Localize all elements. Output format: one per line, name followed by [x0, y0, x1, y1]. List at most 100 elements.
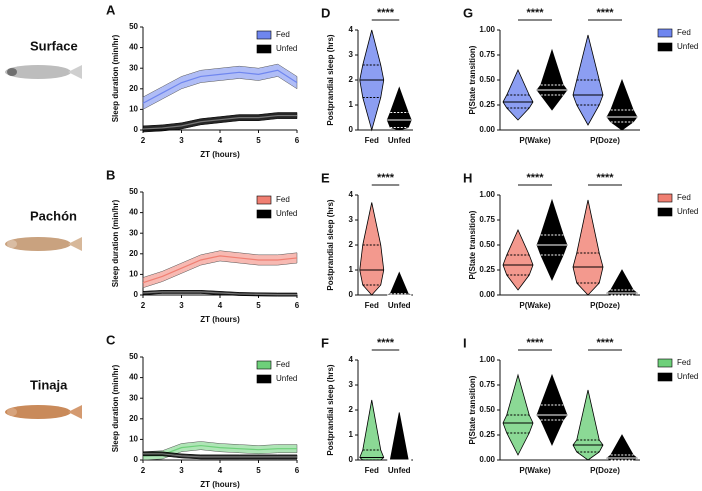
legend-swatch: [657, 28, 673, 38]
legend-swatch: [657, 42, 673, 52]
legend-swatch: [256, 374, 272, 384]
y-axis-title: P(State transition): [468, 45, 477, 114]
y-tick-label: 30: [129, 228, 138, 237]
y-tick-label: 0.75: [479, 380, 495, 389]
x-tick-label: P(Doze): [590, 466, 620, 475]
x-tick-label: 5: [256, 301, 261, 310]
y-axis-title: Postprandial sleep (hrs): [326, 199, 335, 290]
violin: [359, 202, 385, 296]
x-tick-label: P(Wake): [519, 136, 551, 145]
y-tick-label: 10: [129, 105, 138, 114]
y-axis-title: Sleep duration (min/hr): [111, 199, 120, 287]
violin: [572, 389, 604, 461]
y-tick-label: 2: [349, 75, 354, 84]
significance-label: ****: [596, 7, 614, 19]
y-tick-label: 0: [134, 455, 139, 464]
significance-label: ****: [377, 337, 395, 349]
legend-swatch: [256, 209, 272, 219]
legend-label: Fed: [677, 28, 691, 37]
y-tick-label: 0.50: [479, 240, 495, 249]
x-tick-label: P(Doze): [590, 136, 620, 145]
y-axis-title: Postprandial sleep (hrs): [326, 34, 335, 125]
y-axis-title: Sleep duration (min/hr): [111, 34, 120, 122]
line: [142, 291, 297, 296]
y-tick-label: 40: [129, 43, 138, 52]
panel-letter: E: [321, 170, 330, 185]
significance-label: ****: [377, 172, 395, 184]
x-axis-title: ZT (hours): [200, 480, 240, 489]
x-tick-label: 4: [218, 466, 223, 475]
x-tick-label: 6: [295, 301, 300, 310]
y-tick-label: 4: [349, 190, 354, 199]
y-axis-title: Sleep duration (min/hr): [111, 364, 120, 452]
significance-label: ****: [526, 172, 544, 184]
y-tick-label: 3: [349, 50, 354, 59]
row-label: Surface: [30, 38, 78, 53]
legend-label: Unfed: [276, 374, 297, 383]
violin: [572, 199, 604, 296]
y-tick-label: 1.00: [479, 25, 495, 34]
y-tick-label: 4: [349, 25, 354, 34]
violin: [536, 48, 568, 111]
error-band: [142, 63, 298, 110]
x-tick-label: P(Wake): [519, 466, 551, 475]
violin: [536, 198, 568, 281]
x-tick-label: Unfed: [388, 136, 411, 145]
legend-label: Fed: [276, 360, 290, 369]
y-tick-label: 0: [349, 455, 354, 464]
legend-label: Unfed: [677, 207, 698, 216]
x-tick-label: Unfed: [388, 466, 411, 475]
x-tick-label: Fed: [365, 136, 379, 145]
y-tick-label: 50: [129, 352, 138, 361]
y-tick-label: 0.50: [479, 405, 495, 414]
legend-swatch: [657, 193, 673, 203]
legend-swatch: [256, 30, 272, 40]
legend-label: Fed: [276, 195, 290, 204]
legend-label: Fed: [276, 30, 290, 39]
x-tick-label: 2: [141, 136, 146, 145]
line: [143, 453, 297, 458]
violin: [536, 373, 568, 446]
x-tick-label: P(Doze): [590, 301, 620, 310]
significance-label: ****: [596, 172, 614, 184]
significance-label: ****: [377, 7, 395, 19]
x-tick-label: 4: [218, 136, 223, 145]
y-tick-label: 1: [349, 100, 354, 109]
panel-letter: D: [321, 5, 330, 20]
x-tick-label: Unfed: [388, 301, 411, 310]
y-tick-label: 0.25: [479, 265, 495, 274]
x-tick-label: 6: [295, 136, 300, 145]
y-tick-label: 0: [134, 290, 139, 299]
x-axis-title: ZT (hours): [200, 150, 240, 159]
legend-label: Fed: [677, 358, 691, 367]
panel-letter: B: [106, 167, 115, 182]
y-tick-label: 0.75: [479, 50, 495, 59]
y-tick-label: 20: [129, 84, 138, 93]
violin: [606, 434, 638, 461]
legend-swatch: [256, 195, 272, 205]
x-tick-label: 4: [218, 301, 223, 310]
x-axis-title: ZT (hours): [200, 315, 240, 324]
panel-letter: I: [463, 335, 467, 350]
x-tick-label: 5: [256, 136, 261, 145]
legend-label: Unfed: [677, 372, 698, 381]
panel-letter: G: [463, 5, 473, 20]
violin: [386, 86, 412, 131]
y-tick-label: 0: [134, 125, 139, 134]
violin: [502, 229, 534, 291]
y-tick-label: 30: [129, 393, 138, 402]
line: [142, 114, 297, 130]
violin: [606, 78, 638, 131]
y-tick-label: 20: [129, 249, 138, 258]
violin: [359, 399, 385, 461]
y-tick-label: 3: [349, 215, 354, 224]
violin: [387, 271, 412, 296]
panel-letter: H: [463, 170, 472, 185]
legend-swatch: [657, 372, 673, 382]
x-tick-label: Fed: [365, 466, 379, 475]
y-tick-label: 1: [349, 265, 354, 274]
row-label: Pachón: [30, 208, 77, 223]
y-tick-label: 40: [129, 373, 138, 382]
x-tick-label: 5: [256, 466, 261, 475]
